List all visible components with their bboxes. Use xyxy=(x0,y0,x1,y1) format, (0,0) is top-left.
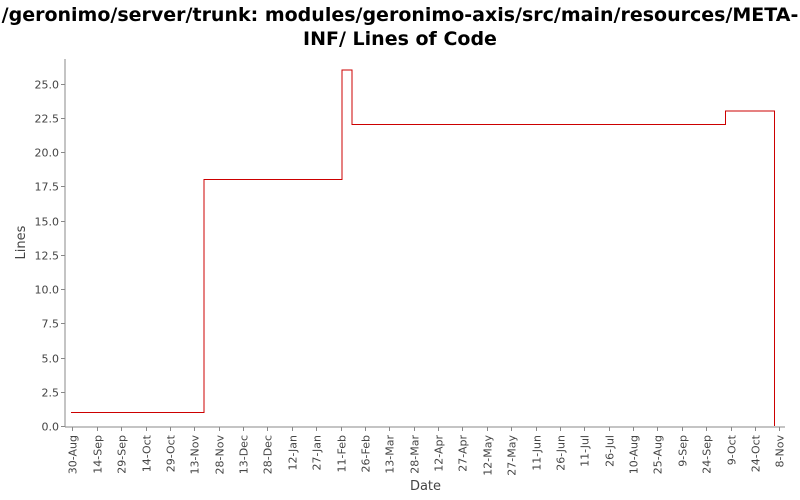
y-tick-label: 2.5 xyxy=(42,387,60,400)
x-tick-label: 11-Feb xyxy=(336,435,349,472)
y-tick-label: 0.0 xyxy=(42,421,60,434)
y-tick-label: 7.5 xyxy=(42,318,60,331)
x-tick-label: 29-Oct xyxy=(165,434,178,472)
x-tick-label: 11-Jul xyxy=(579,435,592,467)
y-tick-label: 20.0 xyxy=(35,147,60,160)
x-tick-label: 8-Nov xyxy=(774,435,787,468)
x-tick-label: 28-Nov xyxy=(214,435,227,475)
y-tick-label: 12.5 xyxy=(35,250,60,263)
x-tick-label: 30-Aug xyxy=(67,435,80,474)
x-tick-label: 28-Mar xyxy=(409,435,422,474)
y-tick-label: 10.0 xyxy=(35,284,60,297)
x-tick-label: 28-Dec xyxy=(262,435,275,474)
y-axis: 0.0 2.5 5.0 7.5 10.0 12.5 15.0 17.5 20.0 22.5 25.0 xyxy=(35,79,65,434)
x-tick-label: 24-Sep xyxy=(701,435,714,474)
x-tick-label: 27-Jan xyxy=(311,435,324,471)
chart-title-line-1: /geronimo/server/trunk: modules/geronimo… xyxy=(1,4,799,26)
x-tick-label: 24-Oct xyxy=(750,434,763,472)
x-tick-label: 12-Jan xyxy=(287,435,300,471)
x-tick-label: 14-Oct xyxy=(141,434,154,472)
series-line-0 xyxy=(70,69,775,426)
x-tick-label: 29-Sep xyxy=(116,435,129,474)
x-axis: 30-Aug 14-Sep 29-Sep 14-Oct 29-Oct 13-Nov 28-N… xyxy=(67,427,787,476)
y-axis-title: Lines xyxy=(14,225,29,259)
y-tick-label: 5.0 xyxy=(42,353,60,366)
y-tick-label: 15.0 xyxy=(35,216,60,229)
x-tick-label: 13-Nov xyxy=(189,435,202,475)
x-tick-label: 26-Jun xyxy=(555,435,568,471)
y-tick-label: 17.5 xyxy=(35,181,60,194)
x-axis-title: Date xyxy=(410,479,441,494)
x-tick-label: 12-May xyxy=(482,435,495,476)
x-tick-label: 13-Mar xyxy=(384,435,397,474)
x-tick-label: 9-Oct xyxy=(726,434,739,465)
x-tick-label: 27-Apr xyxy=(457,435,470,472)
x-tick-label: 26-Jul xyxy=(604,435,617,467)
x-tick-label: 12-Apr xyxy=(433,435,446,472)
x-tick-label: 26-Feb xyxy=(360,435,373,472)
y-tick-label: 25.0 xyxy=(35,79,60,92)
axes-frame xyxy=(64,59,785,428)
x-tick-label: 14-Sep xyxy=(92,435,105,474)
chart-title: /geronimo/server/trunk: modules/geronimo… xyxy=(0,3,800,51)
x-tick-label: 25-Aug xyxy=(652,435,665,474)
x-tick-label: 13-Dec xyxy=(238,435,251,474)
x-tick-label: 11-Jun xyxy=(531,435,544,471)
chart-title-line-2: INF/ Lines of Code xyxy=(303,28,497,50)
x-tick-label: 10-Aug xyxy=(628,435,641,474)
x-tick-label: 27-May xyxy=(506,435,519,476)
series-layer xyxy=(70,69,775,426)
x-tick-label: 9-Sep xyxy=(677,435,690,467)
y-tick-label: 22.5 xyxy=(35,113,60,126)
